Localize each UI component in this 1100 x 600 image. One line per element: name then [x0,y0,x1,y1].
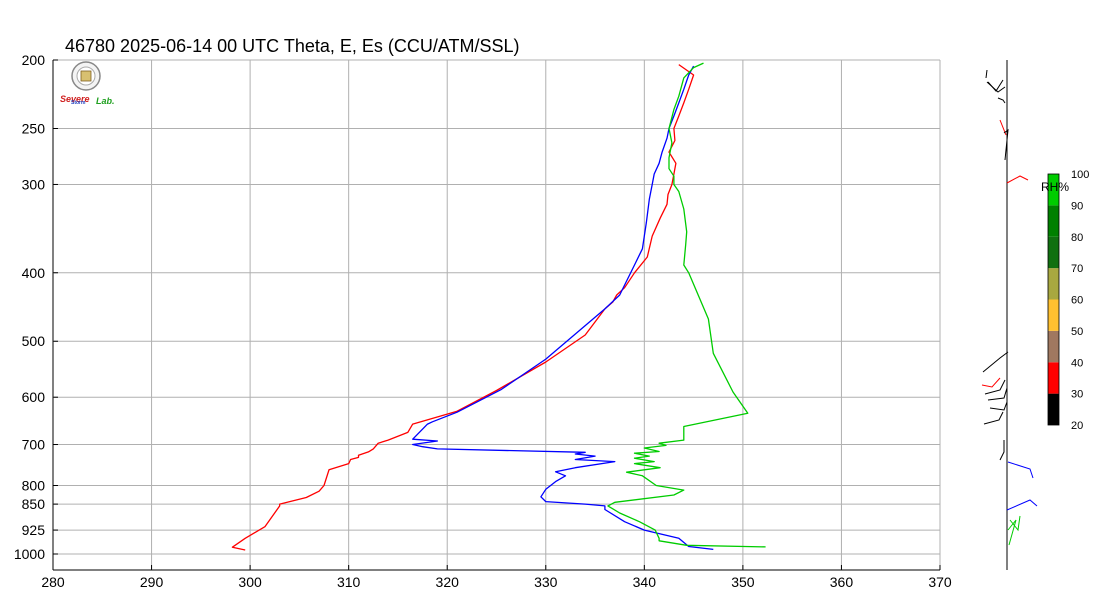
y-tick-label: 300 [22,176,46,192]
colorbar-tick-label: 70 [1071,263,1083,275]
colorbar-segment [1048,299,1059,331]
x-tick-label: 360 [830,574,854,590]
y-tick-label: 400 [22,265,46,281]
colorbar-tick-label: 60 [1071,295,1083,307]
y-tick-label: 925 [22,522,46,538]
logo-storm-text: Storm [71,100,86,106]
wind-barb [982,351,1009,373]
colorbar-frame [1047,173,1060,426]
x-tick-label: 370 [928,574,952,590]
wind-barb [983,411,1004,425]
wind-profile-panel [981,60,1038,570]
colorbar-segment [1048,205,1059,237]
y-tick-label: 250 [22,120,46,136]
y-tick-label: 200 [22,52,46,68]
wind-barb [997,97,1006,104]
colorbar-segment [1048,268,1059,300]
colorbar-segment [1048,330,1059,363]
wind-barb [989,401,1008,411]
colorbar-tick-label: 20 [1071,420,1083,432]
y-tick-label: 850 [22,496,46,512]
seal-emblem-icon [80,70,92,82]
logo-severe-text: Severe [60,94,90,104]
profile-line-3 [607,62,766,548]
x-tick-label: 330 [534,574,558,590]
wind-barb [1007,519,1017,546]
y-tick-label: 800 [22,478,46,494]
x-tick-label: 290 [140,574,164,590]
wind-barb [1009,515,1021,532]
severe-storm-lab-logo: Severe Storm Lab. [60,61,115,106]
x-tick-label: 280 [41,574,65,590]
x-tick-label: 300 [238,574,262,590]
chart-title: 46780 2025-06-14 00 UTC Theta, E, Es (CC… [65,36,520,56]
colorbar-tick-label: 30 [1071,389,1083,401]
colorbar-tick-label: 80 [1071,232,1083,244]
y-tick-label: 700 [22,437,46,453]
profile-line-2 [412,65,714,551]
wind-barb [1003,128,1009,161]
wind-barb [999,440,1005,461]
x-tick-label: 340 [633,574,657,590]
wind-barb [981,377,1001,388]
y-tick-label: 1000 [14,546,45,562]
wind-barb [1006,175,1029,184]
colorbar-segment [1048,236,1059,269]
y-tick-label: 600 [22,389,46,405]
wind-barb [1007,461,1034,479]
colorbar-segment [1048,174,1059,206]
logo-lab-text: Lab. [96,96,115,106]
wind-barb [1006,499,1038,511]
colorbar-title: RH% [1041,180,1069,194]
x-tick-label: 320 [436,574,460,590]
wind-barb [985,69,988,79]
x-tick-label: 310 [337,574,361,590]
y-tick-label: 500 [22,333,46,349]
colorbar-tick-label: 50 [1071,326,1083,338]
colorbar-tick-label: 90 [1071,200,1083,212]
colorbar-segment [1048,362,1059,394]
colorbar-tick-label: 40 [1071,357,1083,369]
x-tick-label: 350 [731,574,755,590]
colorbar-segment [1048,393,1059,425]
profile-line-1 [231,64,695,551]
wind-barb [984,379,1006,395]
wind-barb [987,387,1008,401]
colorbar-tick-label: 100 [1071,169,1089,181]
wind-barb [987,79,1004,92]
